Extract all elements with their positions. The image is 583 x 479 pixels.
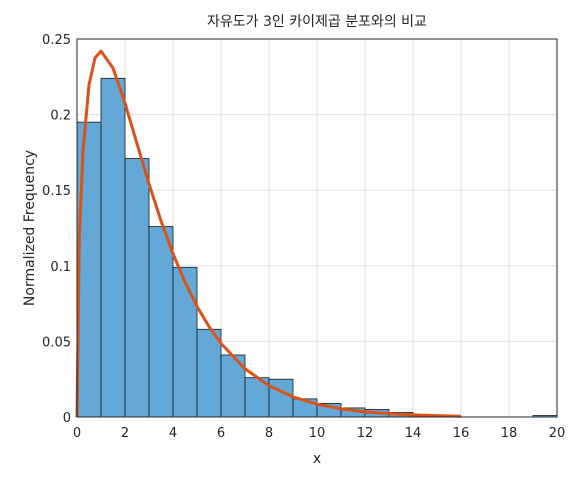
bar (148, 226, 174, 418)
bar (76, 121, 102, 418)
y-tick-label: 0 (63, 411, 71, 426)
pdf-curve (75, 49, 462, 418)
bar (220, 354, 246, 418)
chart-title: 자유도가 3인 카이제곱 분포와의 비교 (207, 14, 427, 30)
x-tick-label: 14 (405, 426, 422, 441)
x-tick-label: 20 (549, 426, 566, 441)
x-tick-label: 18 (501, 426, 518, 441)
y-axis-label: Normalized Frequency (22, 150, 38, 306)
x-tick-label: 8 (265, 426, 273, 441)
x-axis-label: x (313, 451, 321, 467)
bar (100, 77, 126, 418)
x-tick-label: 0 (73, 426, 81, 441)
y-tick-label: 0.15 (42, 184, 71, 199)
x-tick-label: 12 (357, 426, 374, 441)
x-tick-label: 16 (453, 426, 470, 441)
bar (196, 328, 222, 418)
bar (172, 266, 198, 418)
y-tick-label: 0.05 (42, 335, 71, 350)
y-tick-label: 0.2 (50, 109, 71, 124)
y-tick-label: 0.1 (50, 260, 71, 275)
x-tick-label: 4 (169, 426, 177, 441)
bar (268, 378, 294, 418)
y-tick-label: 0.25 (42, 33, 71, 48)
x-tick-label: 6 (217, 426, 225, 441)
bar (124, 158, 150, 418)
x-tick-label: 2 (121, 426, 129, 441)
axes-box (76, 38, 558, 418)
x-tick-label: 10 (309, 426, 326, 441)
